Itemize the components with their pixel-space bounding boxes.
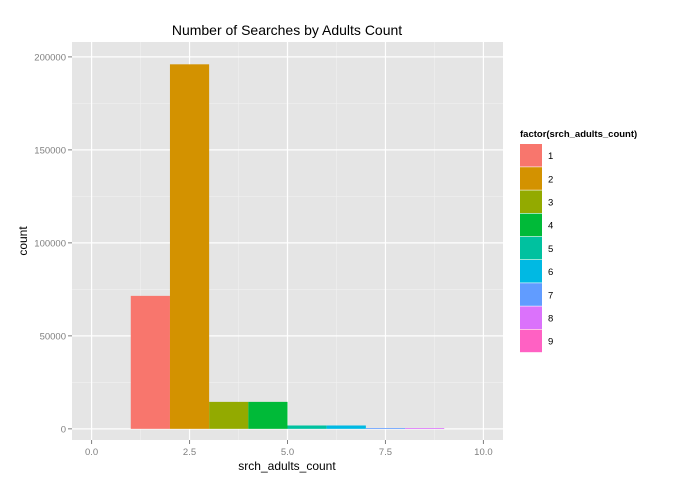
x-tick-label: 5.0 (281, 447, 294, 458)
legend-label-6: 6 (548, 267, 553, 278)
legend-label-8: 8 (548, 314, 553, 325)
bar-8 (405, 428, 445, 429)
bar-2 (169, 64, 210, 429)
chart-title: Number of Searches by Adults Count (172, 22, 402, 38)
bar-7 (365, 428, 406, 429)
y-tick-label: 150000 (34, 145, 66, 156)
legend-title: factor(srch_adults_count) (520, 129, 637, 140)
legend-key-6 (520, 260, 542, 283)
x-tick-label: 0.0 (85, 447, 98, 458)
bar-4 (248, 401, 288, 429)
bar-1 (130, 295, 170, 429)
legend-key-3 (520, 190, 542, 213)
x-tick-label: 2.5 (183, 447, 196, 458)
legend-label-5: 5 (548, 244, 553, 255)
bar-3 (209, 401, 249, 429)
bars (130, 64, 445, 429)
legend-key-5 (520, 236, 542, 260)
legend-key-2 (520, 167, 542, 190)
bar-5 (287, 425, 327, 429)
legend-key-9 (520, 329, 542, 353)
legend-label-3: 3 (548, 198, 553, 209)
legend-label-1: 1 (548, 151, 553, 162)
x-tick-label: 7.5 (379, 447, 392, 458)
legend-label-4: 4 (548, 221, 553, 232)
y-tick-label: 200000 (34, 52, 66, 63)
y-axis-title: count (16, 226, 30, 256)
legend-label-2: 2 (548, 174, 553, 185)
y-tick-label: 0 (61, 424, 66, 435)
legend-key-1 (520, 144, 542, 167)
y-axis: 0 50000 100000 150000 200000 (34, 52, 72, 435)
y-tick-label: 100000 (34, 238, 66, 249)
legend-label-9: 9 (548, 337, 553, 348)
legend-label-7: 7 (548, 290, 553, 301)
bar-6 (326, 425, 366, 429)
x-axis: 0.0 2.5 5.0 7.5 10.0 (85, 440, 493, 458)
x-axis-title: srch_adults_count (238, 459, 336, 473)
legend-key-7 (520, 283, 542, 306)
x-tick-label: 10.0 (474, 447, 493, 458)
legend-key-8 (520, 306, 542, 329)
y-tick-label: 50000 (40, 331, 66, 342)
legend-key-4 (520, 213, 542, 237)
legend: factor(srch_adults_count) 1 2 3 4 5 6 7 8 9 (520, 129, 637, 353)
